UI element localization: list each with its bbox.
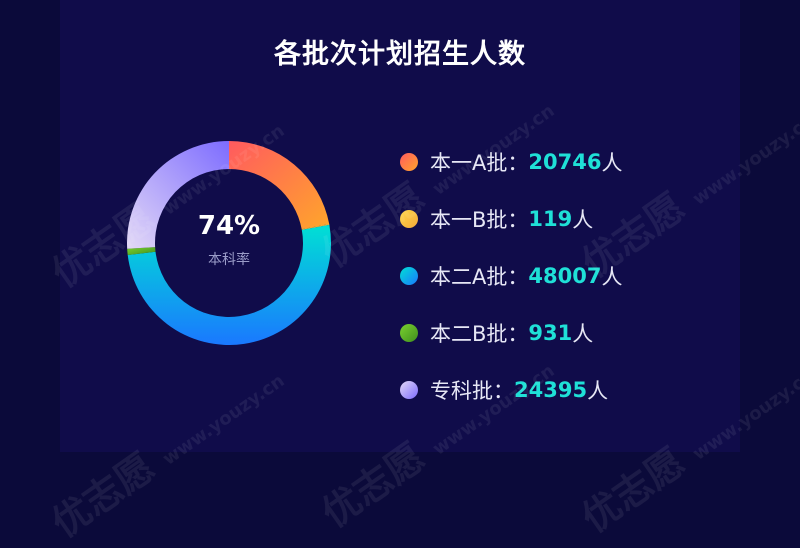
chart-title: 各批次计划招生人数 — [274, 39, 526, 70]
legend-dot — [400, 153, 418, 171]
legend-unit: 人 — [572, 322, 594, 346]
legend-dot — [400, 324, 418, 342]
legend-value: 931 — [528, 321, 573, 345]
donut-chart: 74% 本科率 — [127, 141, 331, 345]
donut-slice — [127, 224, 331, 345]
legend-dot — [400, 381, 418, 399]
legend-dot — [400, 210, 418, 228]
legend-name: 本一A批： — [430, 151, 529, 175]
legend-name: 本二B批： — [430, 322, 529, 346]
legend-item: 本一B批： 119 人 — [400, 199, 622, 239]
donut-slice — [301, 224, 330, 230]
legend-unit: 人 — [572, 208, 594, 232]
legend-unit: 人 — [601, 265, 623, 289]
legend-item: 本二B批： 931 人 — [400, 313, 622, 353]
donut-slice — [127, 141, 229, 249]
legend-name: 本一B批： — [430, 208, 529, 232]
watermark-brand: 优志愿 — [573, 439, 693, 542]
legend-value: 48007 — [528, 264, 602, 288]
legend-item: 本二A批： 48007 人 — [400, 256, 622, 296]
donut-slice — [127, 247, 156, 256]
center-label: 本科率 — [208, 252, 250, 268]
legend-item: 专科批： 24395 人 — [400, 370, 622, 410]
legend: 本一A批： 20746 人 本一B批： 119 人 本二A批： 48007 人 本二B批： 9… — [400, 142, 622, 427]
legend-name: 本二A批： — [430, 265, 529, 289]
legend-unit: 人 — [601, 151, 623, 175]
center-value: 74% — [197, 211, 261, 241]
legend-value: 24395 — [514, 378, 588, 402]
legend-value: 119 — [528, 207, 573, 231]
legend-item: 本一A批： 20746 人 — [400, 142, 622, 182]
legend-value: 20746 — [528, 150, 602, 174]
donut-slice — [229, 141, 330, 230]
legend-name: 专科批： — [430, 379, 514, 403]
legend-unit: 人 — [587, 379, 609, 403]
watermark-brand: 优志愿 — [43, 444, 163, 547]
chart-card: 各批次计划招生人数 — [60, 0, 740, 452]
legend-dot — [400, 267, 418, 285]
donut-svg — [127, 141, 331, 345]
